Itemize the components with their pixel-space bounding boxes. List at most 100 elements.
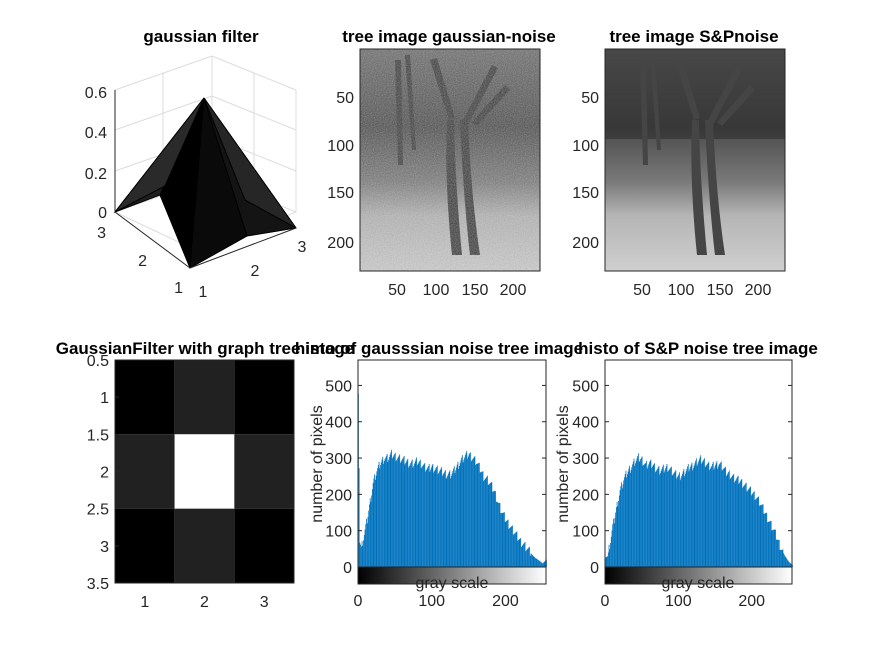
histogram-bar [429,471,431,567]
histogram-bar [517,540,519,567]
histogram-bar [754,500,756,567]
image-x-ticks: 50 100 150 200 [388,282,526,299]
histogram-bar [383,460,385,567]
histogram-bar [750,486,751,567]
histogram-bar [388,459,390,567]
histogram-bar [407,458,409,567]
histogram-bar [498,502,500,567]
histogram-bar [775,539,777,567]
histogram-bar [788,561,790,567]
x-tick: 200 [745,282,772,299]
histogram-bar [489,483,491,567]
histogram-bar [646,468,648,567]
histogram-bar [715,465,716,567]
histogram-bar [414,463,415,567]
histogram-bar [424,463,426,567]
histogram-bar [509,528,510,567]
histogram-bar [700,455,702,567]
histogram-bar [728,470,730,567]
histogram-bar [421,467,423,567]
histogram-bar [653,464,655,567]
histogram-bar [627,474,628,567]
histogram-bar [514,533,516,567]
histogram-bar [461,455,463,567]
histogram-bar [538,560,540,567]
histogram-bar [499,503,501,567]
histogram-bar [541,562,543,567]
histogram-bar [660,470,662,567]
histogram-bar [540,562,542,567]
sp-histogram-panel: histo of S&P noise tree image 0 100 200 300… [555,339,818,610]
histogram-bar [544,561,546,567]
histogram-bar [606,556,608,567]
histogram-bar [491,482,493,567]
histogram-bar [471,460,473,567]
histogram-bar [369,498,371,567]
histogram-bar [651,468,652,567]
x-tick: 1 [140,594,149,611]
histogram-bar [537,559,539,567]
histogram-bar [431,465,433,567]
histogram-bar [712,461,714,567]
histogram-bar [629,465,630,567]
histogram-bar [534,557,536,567]
histogram-bar [416,465,418,567]
image-y-ticks: 50 100 150 200 [572,90,599,252]
histogram-title: histo of S&P noise tree image [578,339,818,358]
histogram-bar [366,523,368,567]
gaussian-histogram-panel: histo of gausssian noise tree image 0 100… [295,339,583,610]
histogram-bar [668,469,670,567]
histogram-bar [464,457,465,567]
histogram-bar [394,452,396,567]
histogram-bar [671,466,672,567]
histogram-bar [383,463,384,567]
histogram-bar [627,471,629,567]
histogram-bar [665,466,667,567]
histogram-bar [406,460,408,567]
histogram-bar [496,501,498,567]
histogram-bar [505,521,507,567]
histogram-bar [620,486,622,567]
y-tick: 2 [138,253,147,270]
noisy-tree-image [605,49,785,271]
histogram-bar [657,468,658,567]
histogram-bar [681,475,683,567]
heatmap-x-ticks: 1 2 3 [140,594,268,611]
histogram-bar [745,482,747,567]
histogram-bar [636,458,638,567]
histogram-bar [477,463,479,567]
image-y-ticks: 50 100 150 200 [327,90,354,252]
histogram-bar [731,475,733,567]
histogram-bar [638,461,640,567]
histogram-bar [742,486,744,567]
sp-noise-image-panel: tree image S&Pnoise 50 100 150 200 50 [572,27,786,299]
histogram-bar [767,521,769,567]
histogram-bar [484,478,486,567]
histogram-bar [726,474,728,567]
image-x-ticks: 50 100 150 200 [633,282,771,299]
histogram-bar [481,471,483,567]
x-tick: 100 [423,282,450,299]
histogram-bar [757,497,759,567]
histogram-bar [384,459,386,567]
histogram-bar [487,484,489,567]
histogram-bar [504,521,506,567]
histogram-bar [484,479,485,567]
histogram-bar [418,462,420,567]
y-tick: 2 [100,465,109,482]
histogram-bar [694,463,696,567]
heatmap-cell [115,434,175,509]
histogram-bar [409,464,411,567]
histogram-bar [756,498,757,567]
histogram-bar [378,461,380,567]
histogram-bar [495,491,496,567]
histogram-bar [523,543,524,567]
histogram-bar [667,471,669,567]
histogram-bar [380,462,382,567]
histogram-bar [506,520,508,567]
histogram-bar [733,473,735,567]
histogram-bar [492,491,493,567]
surface-mesh [113,97,297,269]
histogram-bar [699,457,701,567]
histogram-bar [414,461,416,567]
